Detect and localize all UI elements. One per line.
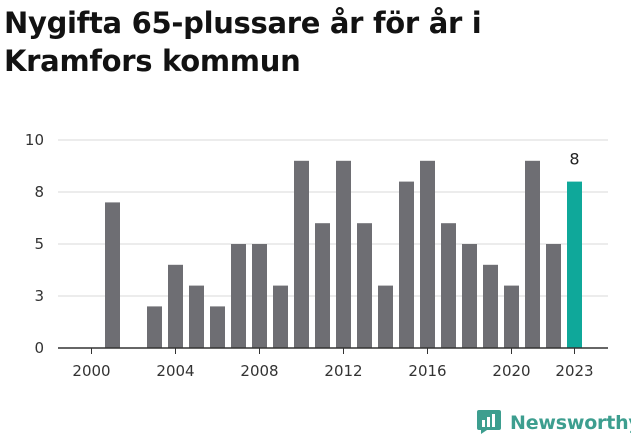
x-tick-label: 2004 (156, 362, 194, 380)
y-tick-label: 10 (25, 131, 44, 149)
highlight-data-label: 8 (569, 150, 579, 169)
bar-2023 (567, 181, 582, 348)
bar-2007 (231, 244, 246, 348)
bar-2001 (105, 202, 120, 348)
bar-2014 (378, 285, 393, 348)
bar-2015 (399, 181, 414, 348)
bar-2003 (147, 306, 162, 348)
bar-2011 (315, 223, 330, 348)
newsworthy-chart-icon (476, 408, 502, 438)
bar-2017 (441, 223, 456, 348)
y-tick-label: 8 (34, 183, 44, 201)
bar-2013 (357, 223, 372, 348)
x-tick-label: 2012 (324, 362, 362, 380)
bar-2019 (483, 264, 498, 348)
x-axis-ticks: 2000 2004 2008 2012 2016 2020 2023 (72, 348, 594, 380)
bar-2008 (252, 244, 267, 348)
y-tick-label: 0 (34, 339, 44, 357)
x-tick-label: 2000 (72, 362, 110, 380)
x-tick-label: 2020 (492, 362, 530, 380)
bar-2016 (420, 160, 435, 348)
bar-2018 (462, 244, 477, 348)
bar-2021 (525, 160, 540, 348)
x-tick-label: 2016 (408, 362, 446, 380)
x-tick-label: 2023 (555, 362, 593, 380)
chart-title: Nygifta 65-plussare år för år i Kramfors… (4, 6, 482, 78)
bar-2004 (168, 264, 183, 348)
data-labels: 8 (569, 150, 579, 169)
bar-2010 (294, 160, 309, 348)
bars (105, 160, 582, 348)
newsworthy-logo: Newsworthy (476, 408, 631, 438)
y-tick-label: 3 (34, 287, 44, 305)
bar-2005 (189, 285, 204, 348)
y-axis-tick-labels: 0 3 5 8 10 (25, 131, 44, 357)
bar-2020 (504, 285, 519, 348)
newsworthy-wordmark: Newsworthy (510, 412, 631, 434)
bar-2009 (273, 285, 288, 348)
y-tick-label: 5 (34, 235, 44, 253)
x-tick-label: 2008 (240, 362, 278, 380)
bar-2012 (336, 160, 351, 348)
bar-2022 (546, 244, 561, 348)
bar-2006 (210, 306, 225, 348)
